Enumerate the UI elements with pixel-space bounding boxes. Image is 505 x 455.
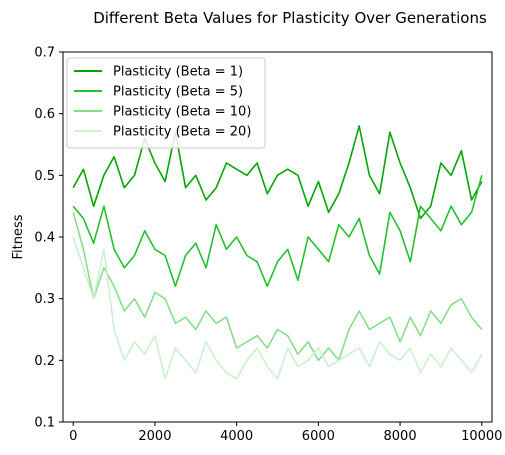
y-tick-label: 0.2 — [34, 354, 55, 369]
x-tick-label: 10000 — [461, 429, 502, 444]
series-layer — [72, 125, 483, 380]
legend-label-4: Plasticity (Beta = 20) — [113, 125, 251, 140]
legend-box — [66, 57, 266, 149]
x-tick-label: 8000 — [384, 429, 417, 444]
series-line-3 — [72, 212, 483, 362]
series-line-1 — [72, 125, 483, 220]
y-tick-label: 0.4 — [34, 231, 55, 246]
chart-title: Different Beta Values for Plasticity Ove… — [93, 9, 487, 27]
legend-label-2: Plasticity (Beta = 5) — [113, 85, 243, 100]
y-tick-label: 0.1 — [34, 416, 55, 431]
y-axis-label: Fitness — [11, 214, 26, 259]
y-tick-label: 0.3 — [34, 292, 55, 307]
series-line-4 — [72, 236, 483, 380]
x-tick-label: 2000 — [138, 429, 171, 444]
y-tick-label: 0.7 — [34, 46, 55, 61]
y-tick-label: 0.6 — [34, 107, 55, 122]
x-tick-label: 0 — [69, 429, 77, 444]
axes-layer: 0 2000 4000 6000 8000 10000 0.1 0.2 0.3 0.4 0.5 0.6… — [34, 46, 502, 445]
y-tick-label: 0.5 — [34, 169, 55, 184]
x-tick-label: 4000 — [220, 429, 253, 444]
series-line-2 — [72, 175, 483, 288]
legend: Plasticity (Beta = 1) Plasticity (Beta = … — [66, 57, 266, 149]
legend-label-3: Plasticity (Beta = 10) — [113, 105, 251, 120]
legend-label-1: Plasticity (Beta = 1) — [113, 65, 243, 80]
x-tick-label: 6000 — [302, 429, 335, 444]
